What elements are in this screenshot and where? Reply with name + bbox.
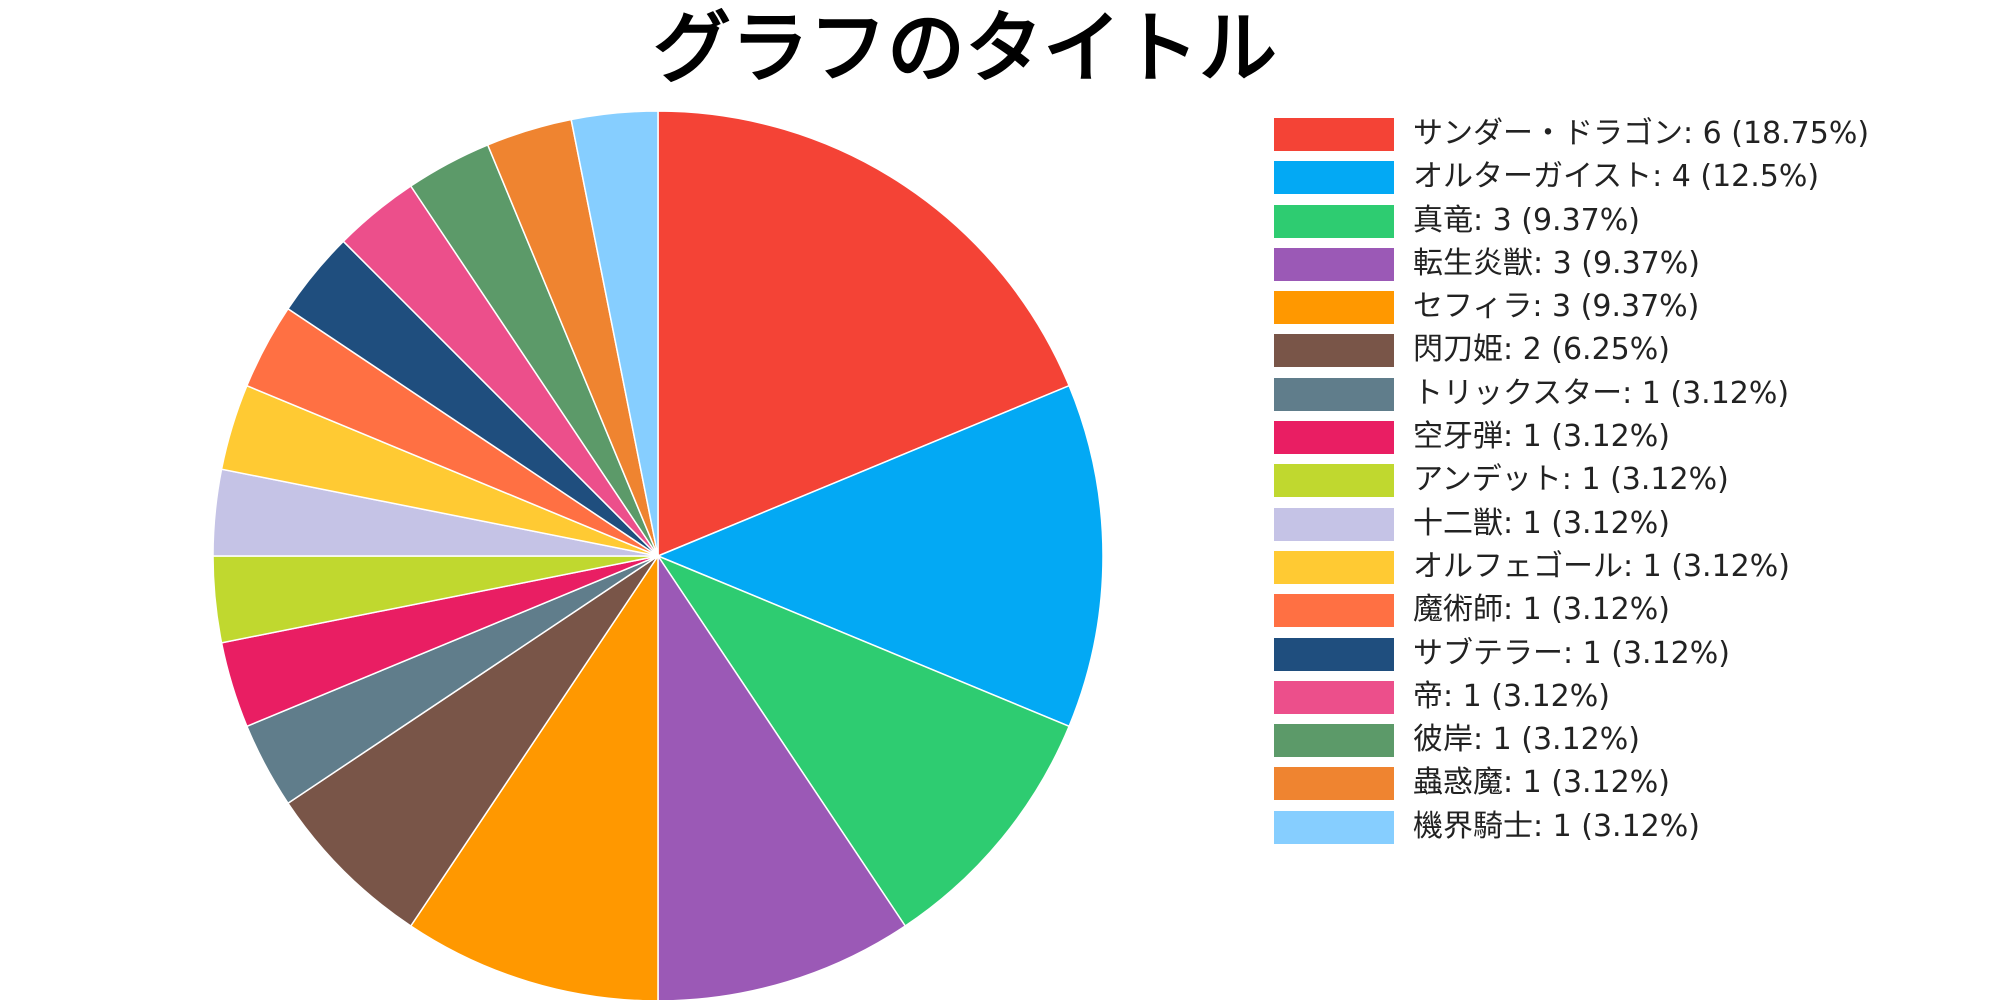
legend-item-1: オルターガイスト: 4 (12.5%) bbox=[1274, 155, 1974, 198]
legend-item-7: 空牙弾: 1 (3.12%) bbox=[1274, 415, 1974, 458]
legend-label: 機界騎士: 1 (3.12%) bbox=[1413, 808, 1700, 844]
legend-label: 十二獣: 1 (3.12%) bbox=[1413, 505, 1670, 541]
pie-chart bbox=[212, 110, 1104, 1000]
legend-swatch bbox=[1274, 464, 1394, 498]
legend-swatch bbox=[1274, 334, 1394, 368]
legend-swatch bbox=[1274, 247, 1394, 281]
legend-item-8: アンデット: 1 (3.12%) bbox=[1274, 458, 1974, 501]
legend-label: アンデット: 1 (3.12%) bbox=[1413, 462, 1729, 498]
legend-label: 帝: 1 (3.12%) bbox=[1413, 678, 1610, 714]
legend-swatch bbox=[1274, 507, 1394, 541]
pie-slice-0 bbox=[657, 110, 1071, 558]
legend-swatch bbox=[1274, 421, 1394, 455]
legend-item-3: 転生炎獣: 3 (9.37%) bbox=[1274, 242, 1974, 285]
legend-item-9: 十二獣: 1 (3.12%) bbox=[1274, 502, 1974, 545]
legend-label: セフィラ: 3 (9.37%) bbox=[1413, 289, 1700, 325]
pie-slice-5 bbox=[286, 555, 659, 928]
legend-swatch bbox=[1274, 291, 1394, 325]
legend-item-16: 機界騎士: 1 (3.12%) bbox=[1274, 805, 1974, 848]
legend-swatch bbox=[1274, 810, 1394, 844]
legend-item-14: 彼岸: 1 (3.12%) bbox=[1274, 718, 1974, 761]
legend-label: サンダー・ドラゴン: 6 (18.75%) bbox=[1413, 116, 1870, 151]
pie-slice-4 bbox=[409, 553, 659, 1000]
legend-swatch bbox=[1274, 680, 1394, 714]
legend-swatch bbox=[1274, 594, 1394, 628]
pie-slice-16 bbox=[570, 110, 659, 557]
legend-label: オルフェゴール: 1 (3.12%) bbox=[1413, 548, 1790, 584]
pie-slice-3 bbox=[657, 553, 907, 1000]
legend-label: 転生炎獣: 3 (9.37%) bbox=[1413, 245, 1700, 281]
legend-swatch bbox=[1274, 161, 1394, 195]
legend-label: 彼岸: 1 (3.12%) bbox=[1413, 722, 1640, 758]
legend-swatch bbox=[1274, 377, 1394, 411]
legend-label: オルターガイスト: 4 (12.5%) bbox=[1413, 159, 1820, 195]
legend-item-2: 真竜: 3 (9.37%) bbox=[1274, 199, 1974, 242]
legend: サンダー・ドラゴン: 6 (18.75%) オルターガイスト: 4 (12.5%)… bbox=[1274, 112, 1974, 848]
legend-swatch bbox=[1274, 724, 1394, 758]
legend-item-0: サンダー・ドラゴン: 6 (18.75%) bbox=[1274, 112, 1974, 155]
legend-label: 空牙弾: 1 (3.12%) bbox=[1413, 419, 1670, 455]
legend-label: 魔術師: 1 (3.12%) bbox=[1413, 592, 1670, 628]
legend-item-11: 魔術師: 1 (3.12%) bbox=[1274, 588, 1974, 631]
legend-label: 蟲惑魔: 1 (3.12%) bbox=[1413, 765, 1670, 801]
legend-label: 閃刀姫: 2 (6.25%) bbox=[1413, 332, 1670, 368]
legend-label: サブテラー: 1 (3.12%) bbox=[1413, 635, 1730, 671]
legend-item-12: サブテラー: 1 (3.12%) bbox=[1274, 632, 1974, 675]
legend-swatch bbox=[1274, 767, 1394, 801]
chart-title: グラフのタイトル bbox=[652, 4, 1277, 94]
legend-item-6: トリックスター: 1 (3.12%) bbox=[1274, 372, 1974, 415]
legend-swatch bbox=[1274, 118, 1394, 151]
legend-item-4: セフィラ: 3 (9.37%) bbox=[1274, 285, 1974, 328]
legend-item-15: 蟲惑魔: 1 (3.12%) bbox=[1274, 761, 1974, 804]
legend-swatch bbox=[1274, 550, 1394, 584]
legend-label: トリックスター: 1 (3.12%) bbox=[1413, 375, 1790, 411]
legend-swatch bbox=[1274, 204, 1394, 238]
legend-item-10: オルフェゴール: 1 (3.12%) bbox=[1274, 545, 1974, 588]
legend-label: 真竜: 3 (9.37%) bbox=[1413, 202, 1640, 238]
legend-item-5: 閃刀姫: 2 (6.25%) bbox=[1274, 328, 1974, 371]
pie-slice-2 bbox=[656, 554, 1071, 928]
legend-swatch bbox=[1274, 637, 1394, 671]
pie-slice-1 bbox=[656, 384, 1104, 728]
legend-item-13: 帝: 1 (3.12%) bbox=[1274, 675, 1974, 718]
